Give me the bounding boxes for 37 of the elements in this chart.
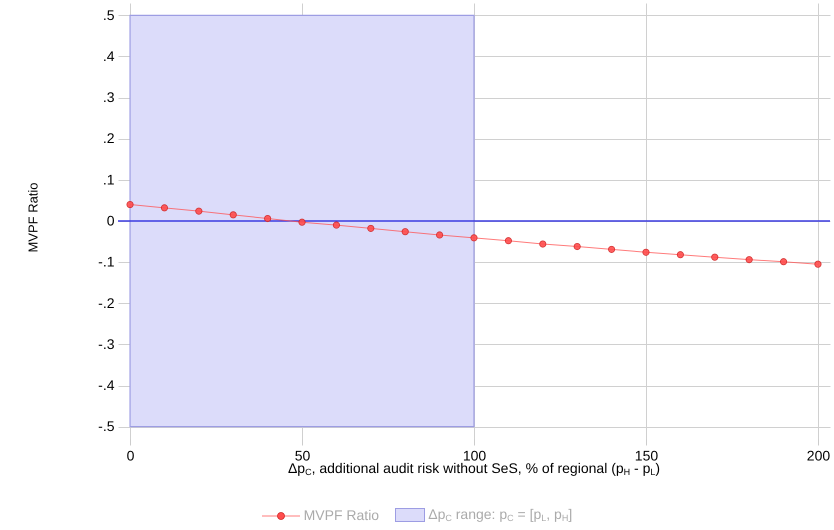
point [574,242,581,250]
point [230,211,237,218]
y-tick-label: .3 [102,89,115,106]
y-tick-label: .4 [102,48,115,64]
point [160,204,168,212]
y-tick-label: .1 [102,171,115,188]
point [126,200,134,208]
point [264,214,272,222]
point [195,208,202,215]
text: Δp$_{C}$ range: p$_{C}$ = [p$_{L}$, p$_{H}$] [428,506,572,523]
point [642,248,650,256]
point [608,246,616,253]
point [676,251,684,258]
y-tick-label: 0 [106,212,115,228]
point [298,218,306,226]
x-tick-label: 0 [126,448,135,464]
x-tick-label: 200 [806,448,830,464]
y-tick-label: -.4 [98,377,115,394]
point [711,254,718,261]
point [470,234,478,242]
y-tick-label: .2 [102,130,115,146]
point [504,237,512,244]
y-axis-title: MVPF Ratio [26,182,40,253]
y-tick-label: .5 [102,6,115,23]
point [814,260,822,268]
y-tick-label: -.1 [98,254,115,270]
point [746,256,753,264]
point [332,222,340,229]
point [402,228,409,236]
point [780,258,788,266]
legend-label: MVPF Ratio [302,506,380,522]
point [539,240,546,248]
y-tick-label: -.2 [98,294,115,311]
point [367,224,374,232]
point [436,231,444,239]
y-tick-label: -.3 [98,336,115,352]
y-tick-label: -.5 [98,418,115,434]
